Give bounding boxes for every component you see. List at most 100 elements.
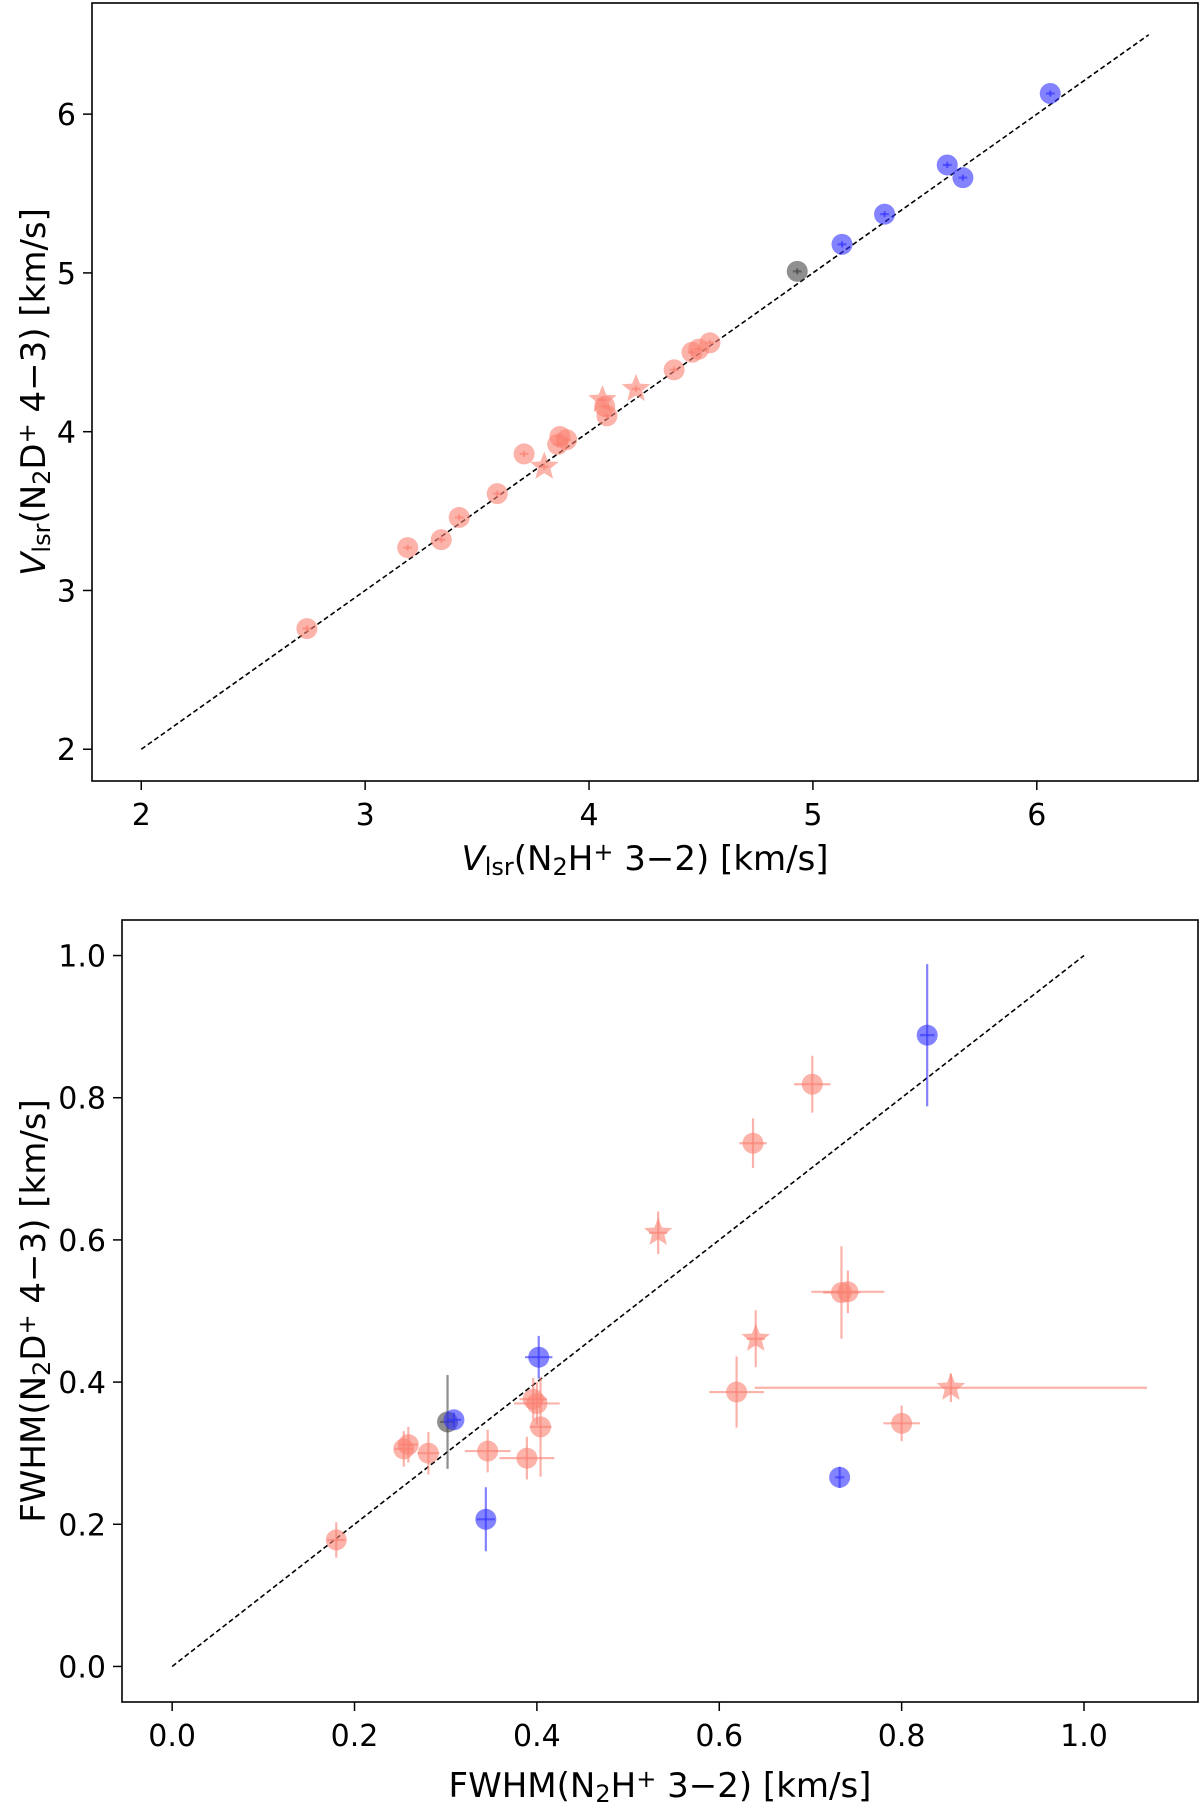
circle-marker [786, 260, 808, 282]
y-tick-label: 4 [57, 416, 76, 451]
circle-marker [936, 154, 958, 176]
data-point [916, 964, 938, 1107]
circle-marker [397, 1434, 419, 1456]
data-point-star [529, 451, 559, 479]
data-point-star [754, 1372, 1147, 1402]
star-marker [621, 373, 651, 401]
y-tick-label: 0.0 [58, 1650, 106, 1685]
circle-marker [325, 1529, 347, 1551]
y-tick-label: 5 [57, 257, 76, 292]
data-point [936, 154, 958, 176]
data-point [831, 233, 853, 255]
data-point [417, 1431, 440, 1475]
data-point [1039, 83, 1061, 105]
circle-marker [486, 483, 508, 505]
circle-marker [513, 443, 535, 465]
data-point [430, 529, 452, 551]
circle-marker [516, 1447, 538, 1469]
circle-marker [397, 537, 419, 559]
circle-marker [829, 1466, 851, 1488]
circle-marker [801, 1073, 823, 1095]
y-axis-label: Vlsr(N2D+ 4−3) [km/s] [13, 208, 56, 576]
circle-marker [726, 1381, 748, 1403]
y-tick-label: 0.6 [58, 1224, 106, 1259]
circle-marker [417, 1442, 439, 1464]
circle-marker [699, 332, 721, 354]
star-marker [529, 451, 559, 479]
y-tick-label: 1.0 [58, 940, 106, 975]
x-tick-label: 2 [132, 798, 151, 833]
y-tick-label: 2 [57, 733, 76, 768]
x-axis-label: Vlsr(N2H+ 3−2) [km/s] [461, 838, 828, 881]
circle-marker [448, 506, 470, 528]
circle-marker [874, 203, 896, 225]
data-point [556, 429, 578, 451]
data-point [443, 1409, 465, 1431]
circle-marker [596, 405, 618, 427]
data-point [296, 618, 318, 640]
data-point [513, 443, 535, 465]
data-point [499, 1436, 555, 1480]
data-point [811, 1270, 885, 1314]
data-point [397, 1426, 419, 1463]
y-tick-label: 0.8 [58, 1082, 106, 1117]
circle-marker [831, 233, 853, 255]
x-tick-label: 4 [579, 798, 598, 833]
x-tick-label: 0.8 [878, 1719, 926, 1754]
axes-frame [91, 2, 1199, 782]
x-tick-label: 1.0 [1060, 1719, 1108, 1754]
x-tick-label: 0.4 [513, 1719, 561, 1754]
y-tick-label: 3 [57, 574, 76, 609]
vlsr-scatter-plot: 2 3 4 5 6 2 3 4 5 6 Vlsr(N2H+ 3−2) [km/s] Vlsr(N2D+… [13, 2, 1199, 881]
data-point [529, 1377, 552, 1477]
axes-frame [121, 919, 1199, 1703]
data-point-star [643, 1211, 673, 1255]
data-point [464, 1429, 511, 1473]
circle-marker [296, 618, 318, 640]
star-marker [643, 1217, 673, 1245]
circle-marker [526, 1392, 548, 1414]
data-point [663, 359, 685, 381]
data-point [883, 1405, 920, 1442]
circle-marker [1039, 83, 1061, 105]
x-tick-label: 0.0 [148, 1719, 196, 1754]
data-point [709, 1356, 764, 1428]
fwhm-scatter-plot: 0.0 0.2 0.4 0.6 0.8 1.0 0.0 0.2 0.4 0.6 0.8 1.0 FWHM… [13, 919, 1199, 1803]
circle-marker [477, 1440, 499, 1462]
circle-marker [530, 1416, 552, 1438]
circle-marker [443, 1409, 465, 1431]
x-tick-label: 0.6 [695, 1719, 743, 1754]
circle-marker [742, 1132, 764, 1154]
data-point [952, 167, 974, 189]
x-tick-label: 3 [356, 798, 375, 833]
data-point [829, 1466, 851, 1489]
one-to-one-line [140, 34, 1150, 750]
circle-marker [528, 1346, 550, 1368]
circle-marker [916, 1024, 938, 1046]
y-tick-label: 0.2 [58, 1508, 106, 1543]
star-marker [741, 1323, 771, 1351]
data-point [596, 405, 618, 427]
x-axis-label: FWHM(N2H+ 3−2) [km/s] [449, 1765, 872, 1803]
y-axis-label: FWHM(N2D+ 4−3) [km/s] [13, 1099, 56, 1523]
data-point [475, 1487, 497, 1552]
star-marker [936, 1372, 966, 1400]
data-point [486, 483, 508, 505]
y-tick-label: 0.4 [58, 1366, 106, 1401]
data-point [874, 203, 896, 225]
circle-marker [430, 529, 452, 551]
data-point [786, 260, 808, 282]
x-tick-label: 5 [803, 798, 822, 833]
y-tick-label: 6 [57, 98, 76, 133]
data-point [525, 1335, 553, 1379]
circle-marker [663, 359, 685, 381]
x-tick-label: 0.2 [331, 1719, 379, 1754]
data-point [739, 1118, 767, 1169]
data-point-star [741, 1310, 771, 1368]
data-point [794, 1055, 831, 1113]
circle-marker [891, 1412, 913, 1434]
x-tick-label: 6 [1027, 798, 1046, 833]
data-point [448, 506, 470, 528]
data-point [325, 1522, 347, 1558]
